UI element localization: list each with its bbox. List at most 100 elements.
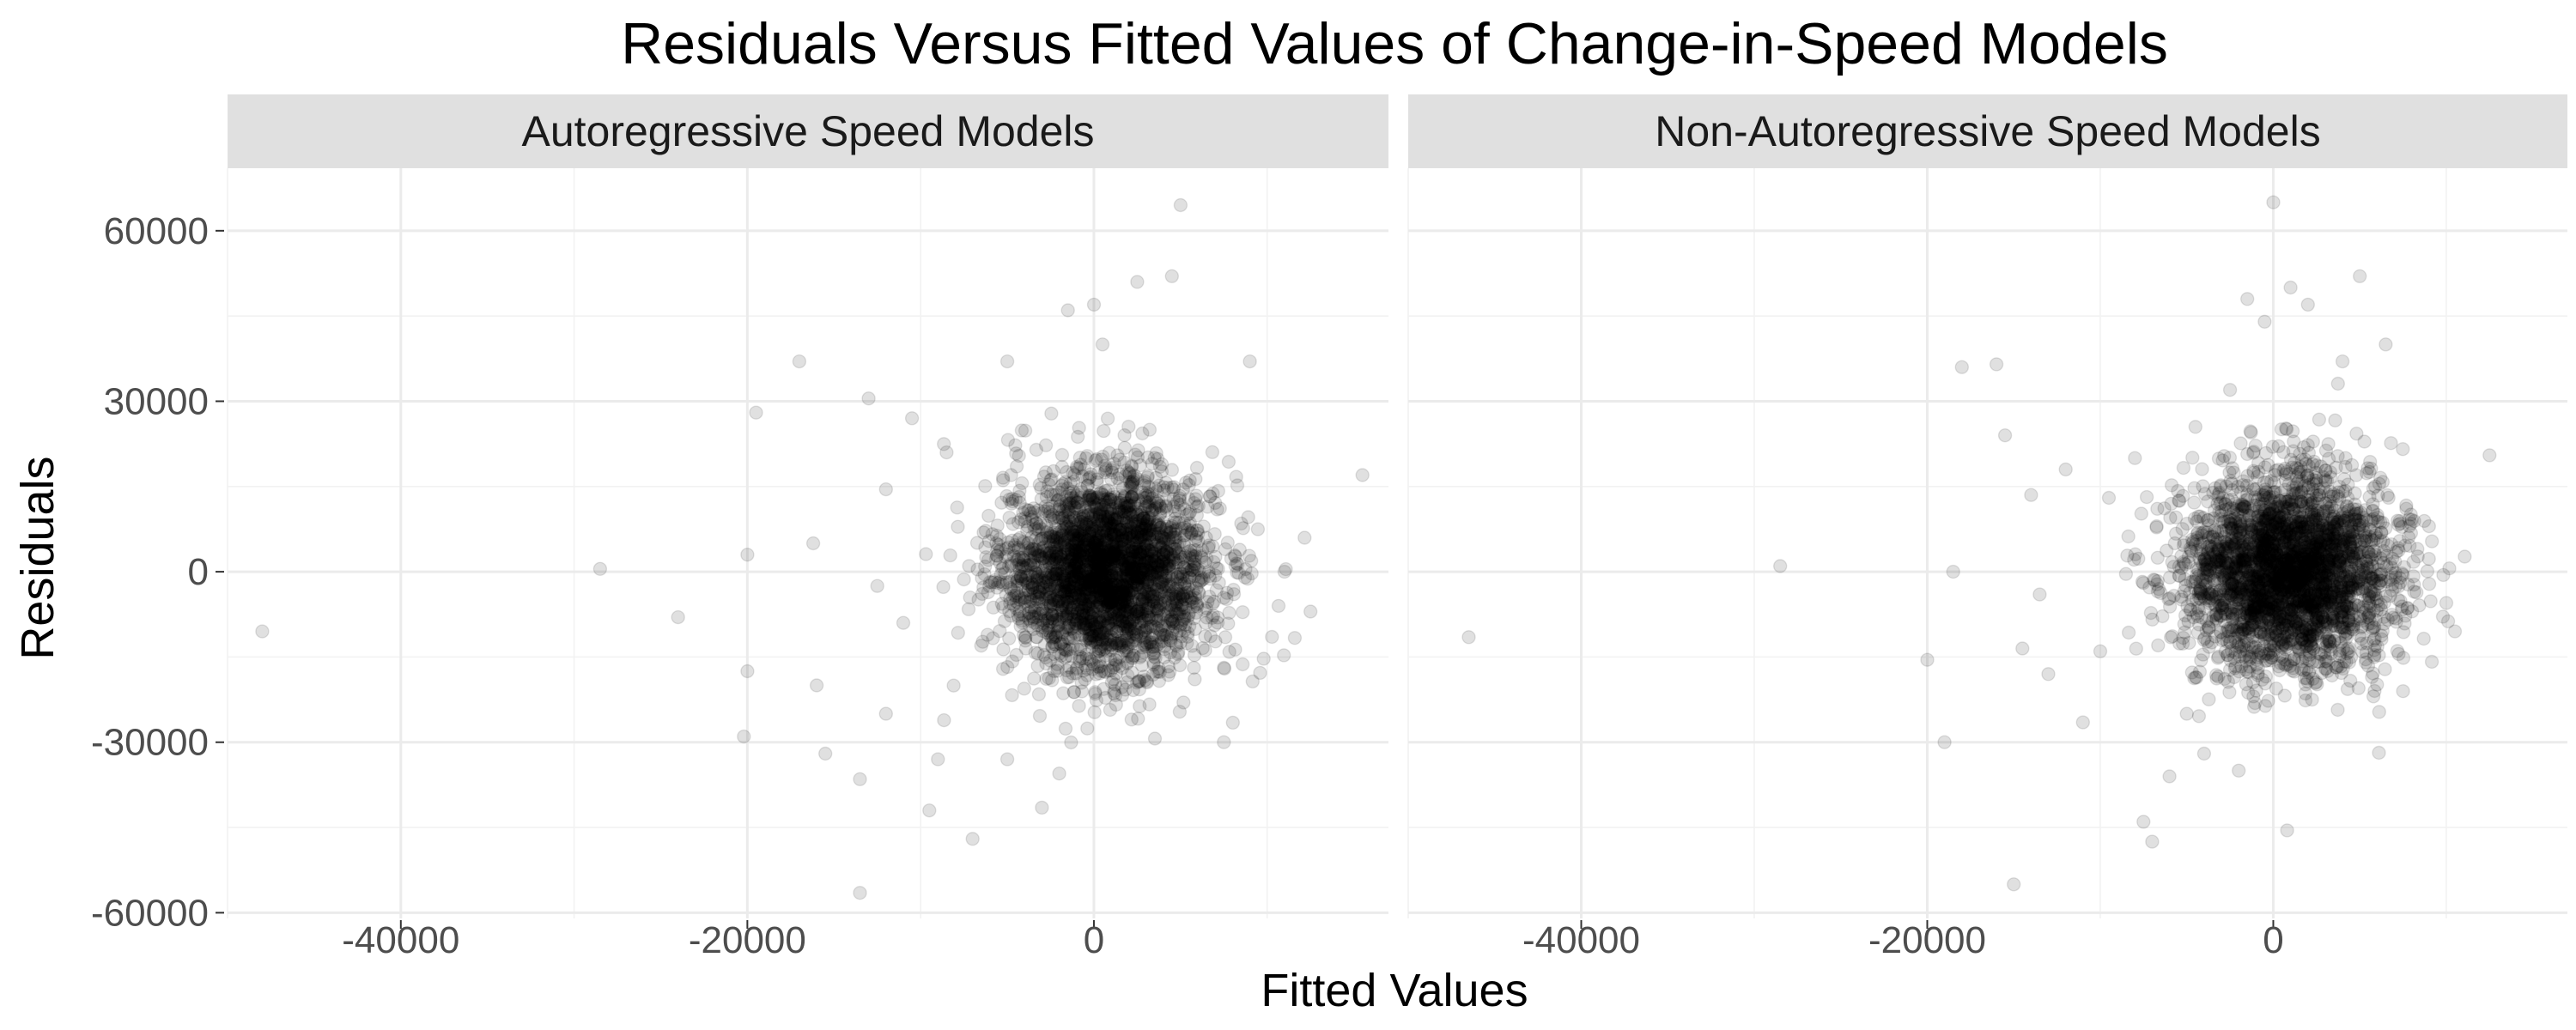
data-point	[1044, 631, 1060, 645]
data-point	[1080, 478, 1096, 493]
data-point	[1087, 536, 1102, 551]
data-point	[1084, 572, 1099, 586]
data-point	[1043, 585, 1059, 600]
data-point	[1221, 616, 1236, 631]
data-point	[1094, 642, 1109, 657]
data-point	[1141, 512, 1157, 527]
data-point	[1084, 609, 1099, 625]
data-point	[1035, 522, 1049, 536]
data-point	[1107, 633, 1122, 647]
data-point	[1087, 554, 1102, 569]
data-point	[1064, 589, 1079, 603]
data-point	[1158, 544, 1173, 559]
data-point	[1100, 411, 1115, 426]
data-point	[1102, 580, 1116, 596]
data-point	[1090, 511, 1104, 526]
data-point	[2195, 462, 2209, 476]
points	[255, 197, 1370, 900]
data-point	[1140, 538, 1155, 553]
data-point	[1079, 562, 1095, 577]
data-point	[1019, 523, 1035, 538]
data-point	[1191, 573, 1206, 588]
data-point	[1101, 596, 1116, 610]
data-point	[1072, 560, 1087, 575]
data-point	[1162, 664, 1177, 679]
data-point	[1012, 568, 1026, 583]
data-point	[1066, 600, 1080, 615]
data-point	[1154, 530, 1170, 545]
data-point	[1091, 595, 1107, 610]
data-point	[1048, 628, 1064, 643]
data-point	[1102, 596, 1117, 611]
data-point	[853, 885, 867, 900]
data-point	[1082, 488, 1097, 503]
data-point	[1036, 470, 1052, 484]
data-point	[978, 540, 993, 554]
data-point	[2396, 442, 2410, 457]
data-point	[1176, 586, 1191, 602]
data-point	[1114, 596, 1128, 610]
data-point	[1090, 532, 1104, 548]
data-point	[1139, 595, 1153, 609]
data-point	[1109, 636, 1124, 651]
data-point	[1156, 554, 1171, 568]
data-point	[1163, 612, 1179, 627]
data-point	[1256, 651, 1271, 666]
data-point	[1038, 625, 1054, 639]
data-point	[1216, 591, 1231, 605]
data-point	[1137, 478, 1151, 493]
data-point	[1113, 567, 1128, 583]
data-point	[1042, 546, 1057, 560]
data-point	[1234, 516, 1249, 531]
data-point	[1052, 554, 1066, 570]
data-point	[1160, 629, 1175, 644]
panels: Autoregressive Speed Models-40000 -20000 0…	[227, 94, 2567, 961]
data-point	[1018, 502, 1033, 517]
data-point	[1013, 569, 1028, 584]
data-point	[1169, 627, 1184, 641]
data-point	[1084, 624, 1100, 639]
data-point	[2187, 495, 2202, 510]
data-point	[1194, 573, 1210, 587]
data-point	[1098, 648, 1113, 663]
data-point	[1059, 593, 1073, 609]
data-point	[1046, 591, 1060, 606]
data-point	[1052, 499, 1067, 514]
data-point	[1129, 524, 1144, 538]
data-point	[1187, 660, 1201, 676]
data-point	[1154, 545, 1169, 560]
data-point	[1127, 487, 1142, 501]
data-point	[1076, 606, 1091, 621]
data-point	[1125, 545, 1140, 560]
data-point	[1048, 530, 1063, 545]
data-point	[1209, 560, 1224, 576]
data-point	[1075, 542, 1090, 558]
data-point	[2372, 705, 2387, 719]
data-point	[1078, 593, 1093, 608]
data-point	[1012, 489, 1027, 505]
data-point	[1060, 609, 1074, 624]
data-point	[994, 495, 1009, 510]
data-point	[1085, 596, 1101, 611]
data-point	[896, 615, 911, 630]
data-point	[1143, 544, 1157, 559]
data-point	[1217, 735, 1231, 749]
data-point	[1276, 648, 1291, 663]
data-point	[1125, 650, 1139, 665]
data-point	[1047, 663, 1061, 679]
data-point	[1091, 535, 1106, 550]
data-point	[1141, 609, 1156, 625]
data-point	[1110, 510, 1125, 524]
data-point	[1069, 501, 1084, 516]
data-point	[1103, 560, 1118, 576]
data-point	[1084, 618, 1099, 633]
data-point	[737, 729, 751, 744]
data-point	[1131, 570, 1146, 585]
data-point	[1164, 480, 1179, 495]
data-point	[1122, 466, 1137, 481]
data-point	[1099, 547, 1114, 561]
data-point	[1091, 551, 1105, 566]
data-point	[1150, 594, 1164, 609]
data-point	[1080, 721, 1095, 736]
data-point	[1083, 548, 1098, 563]
